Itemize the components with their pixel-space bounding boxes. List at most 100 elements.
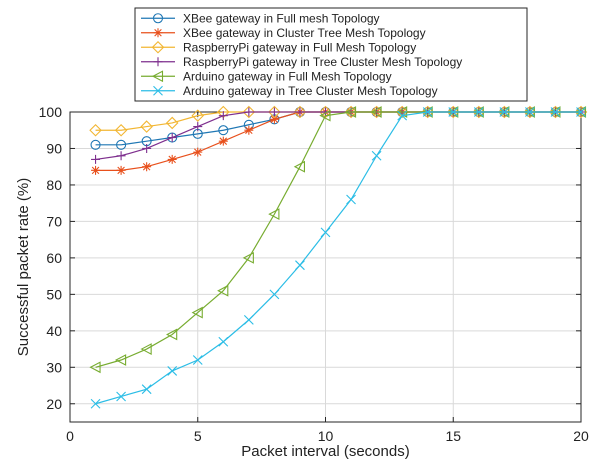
data-point: [90, 139, 101, 150]
data-point: [295, 107, 305, 117]
data-point: [142, 162, 152, 172]
axes: 0 5 10 15 20 20 30 40 50 60 70 80 90 100: [39, 104, 589, 444]
data-point: [550, 107, 561, 117]
data-point: [574, 106, 587, 118]
data-point: [140, 343, 152, 355]
data-point: [193, 122, 203, 132]
y-tick-label: 20: [46, 396, 62, 412]
data-point: [499, 107, 510, 117]
data-point: [344, 106, 357, 118]
data-point: [549, 105, 562, 119]
data-point: [166, 328, 178, 341]
data-point: [165, 116, 179, 130]
legend-label: Arduino gateway in Tree Cluster Mesh Top…: [183, 84, 438, 98]
data-point: [140, 120, 153, 133]
legend-entry: RaspberryPi gateway in Full Mesh Topolog…: [141, 41, 416, 55]
y-tick-label: 60: [46, 250, 62, 266]
x-axis-title: Packet interval (seconds): [241, 443, 409, 460]
data-point: [320, 227, 331, 238]
y-tick-label: 50: [46, 286, 62, 302]
data-point: [244, 125, 254, 135]
data-point: [167, 133, 177, 143]
series-line: [95, 111, 581, 405]
data-point: [244, 107, 254, 117]
data-point: [370, 105, 383, 119]
data-point: [116, 391, 126, 402]
data-point: [114, 354, 127, 366]
data-point: [243, 314, 254, 325]
data-point: [268, 208, 280, 221]
data-point: [370, 106, 382, 118]
data-point: [153, 85, 163, 96]
y-tick-label: 70: [46, 213, 62, 229]
data-point: [116, 165, 126, 175]
data-point: [293, 105, 307, 119]
data-point: [91, 154, 101, 164]
data-point: [268, 105, 281, 119]
data-point: [191, 109, 205, 122]
data-point: [269, 114, 279, 124]
data-point: [218, 111, 228, 121]
data-point: [269, 107, 279, 117]
legend-label: XBee gateway in Cluster Tree Mesh Topolo…: [183, 26, 426, 40]
x-tick-label: 20: [573, 428, 589, 444]
x-tick-label: 0: [66, 428, 74, 444]
data-point: [395, 105, 409, 119]
data-point: [397, 110, 408, 121]
data-point: [151, 40, 165, 54]
data-point: [151, 70, 164, 83]
data-point: [218, 125, 229, 136]
data-point: [89, 123, 102, 137]
y-tick-label: 80: [46, 177, 62, 193]
data-point: [525, 107, 535, 117]
data-point: [242, 251, 254, 264]
data-point: [153, 28, 163, 38]
legend-entry: Arduino gateway in Full Mesh Topology: [141, 70, 392, 84]
data-point: [217, 284, 229, 297]
data-point: [242, 105, 256, 119]
data-point: [421, 105, 434, 119]
data-point: [192, 355, 203, 365]
y-axis-title: Successful packet rate (%): [15, 178, 32, 356]
data-point: [395, 106, 408, 118]
x-tick-label: 10: [318, 428, 334, 444]
data-point: [344, 105, 358, 119]
data-point: [446, 105, 460, 119]
data-point: [218, 136, 228, 146]
data-point: [116, 139, 127, 150]
data-point: [218, 336, 229, 347]
data-point: [167, 366, 178, 376]
data-point: [91, 165, 101, 175]
legend-entry: XBee gateway in Full mesh Topology: [141, 12, 380, 26]
data-point: [269, 289, 280, 300]
legend-box: [134, 7, 528, 102]
data-point: [141, 384, 152, 395]
data-point: [295, 260, 305, 271]
y-tick-label: 40: [46, 323, 62, 339]
y-tick-label: 30: [46, 359, 62, 375]
data-point: [90, 398, 101, 409]
y-tick-label: 100: [39, 104, 63, 120]
legend-entry: Arduino gateway in Tree Cluster Mesh Top…: [141, 84, 438, 98]
data-point: [346, 194, 356, 205]
data-point: [191, 306, 203, 319]
data-point: [116, 151, 126, 161]
data-point: [142, 143, 152, 153]
legend-label: RaspberryPi gateway in Tree Cluster Mesh…: [183, 55, 462, 69]
data-point: [576, 107, 586, 117]
data-point: [473, 107, 484, 117]
series-group: [89, 105, 588, 409]
data-point: [319, 105, 332, 119]
data-point: [153, 57, 163, 67]
data-point: [293, 160, 306, 173]
data-point: [193, 147, 203, 157]
data-point: [319, 109, 331, 122]
legend-entry: RaspberryPi gateway in Tree Cluster Mesh…: [141, 55, 462, 69]
data-point: [448, 107, 459, 117]
data-point: [498, 105, 511, 119]
legend-label: RaspberryPi gateway in Full Mesh Topolog…: [183, 41, 416, 55]
legend-label: Arduino gateway in Full Mesh Topology: [183, 70, 392, 84]
y-tick-label: 90: [46, 140, 62, 156]
